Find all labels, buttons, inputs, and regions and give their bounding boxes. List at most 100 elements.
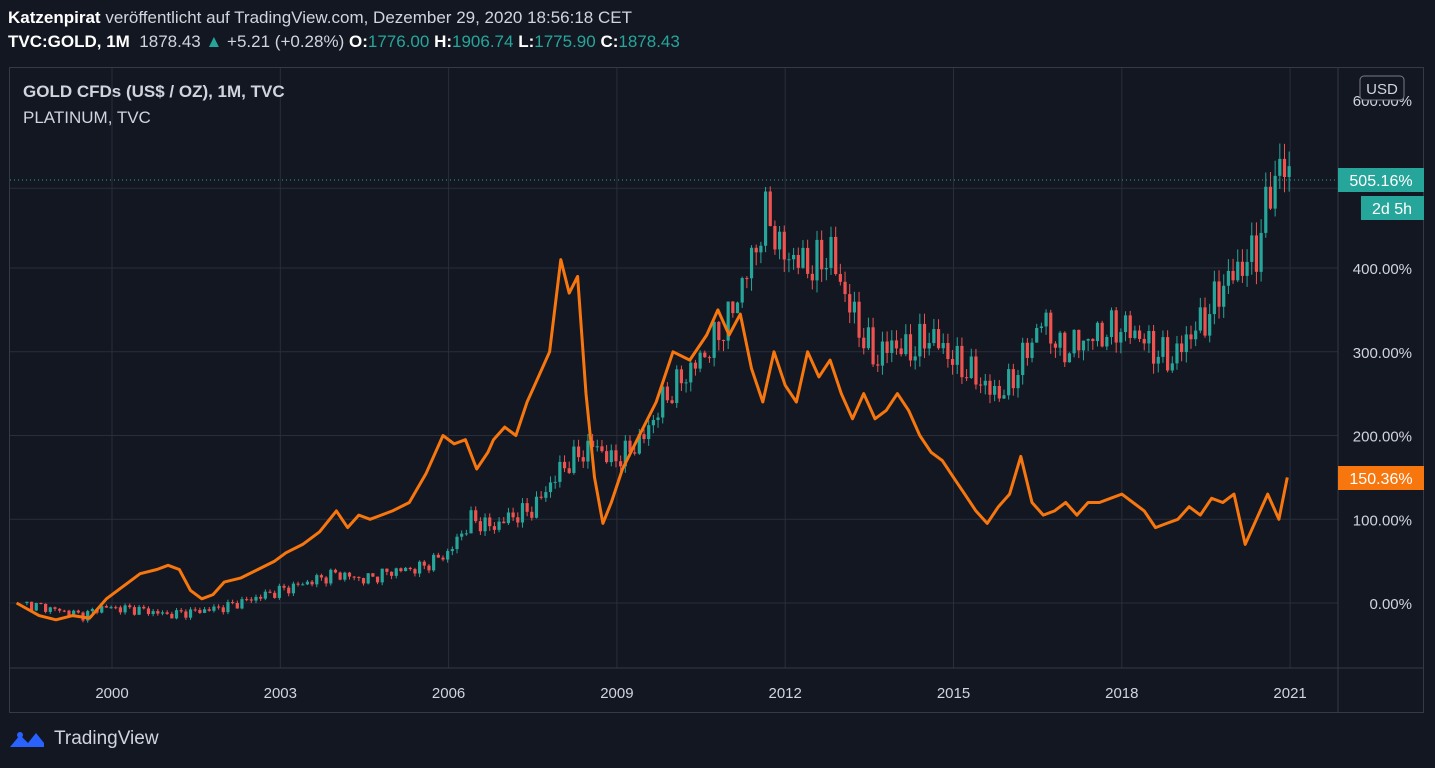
- candle-body: [768, 191, 772, 227]
- gold-candle: [118, 605, 123, 615]
- candle-body: [1091, 339, 1095, 342]
- gold-candle: [231, 599, 235, 605]
- gold-candle: [862, 327, 866, 355]
- candle-body: [1194, 330, 1198, 340]
- footer-brand[interactable]: TradingView: [54, 728, 159, 749]
- gold-candle: [894, 330, 899, 355]
- gold-candle: [1198, 297, 1202, 334]
- gold-candle: [170, 611, 174, 619]
- gold-candle: [572, 439, 576, 475]
- gold-candle: [661, 381, 665, 424]
- candle-body: [1161, 337, 1165, 357]
- candle-body: [193, 609, 197, 611]
- candle-body: [871, 327, 875, 365]
- gold-candle: [539, 491, 543, 500]
- gold-candle: [193, 607, 197, 612]
- gold-candle: [1011, 363, 1015, 396]
- gold-candle: [1016, 369, 1020, 398]
- gold-candle: [282, 583, 286, 591]
- gold-candle: [305, 579, 310, 586]
- candle-body: [1236, 261, 1240, 281]
- gold-candle: [698, 350, 702, 373]
- gold-candle: [277, 583, 281, 600]
- gold-candle: [735, 301, 740, 314]
- gold-candle: [1100, 320, 1104, 348]
- candle-body: [717, 321, 721, 341]
- candle-body: [478, 521, 482, 532]
- candle-body: [1072, 329, 1076, 354]
- gold-candle: [1180, 335, 1184, 362]
- candle-body: [605, 451, 609, 463]
- gold-candle: [235, 600, 239, 609]
- candle-body: [174, 610, 179, 619]
- gold-candle: [455, 533, 459, 554]
- gold-candle: [1137, 325, 1142, 343]
- candle-body: [1049, 312, 1053, 344]
- candle-body: [198, 609, 202, 613]
- gold-candle: [871, 317, 875, 367]
- candle-body: [834, 236, 838, 275]
- gold-candle: [810, 265, 814, 290]
- candle-body: [188, 609, 193, 618]
- candle-body: [1240, 261, 1245, 276]
- candle-body: [586, 440, 590, 462]
- gold-candle: [44, 603, 48, 614]
- tradingview-logo-icon[interactable]: [8, 729, 46, 749]
- y-tick-label: 200.00%: [1353, 429, 1412, 446]
- candle-body: [338, 572, 342, 580]
- gold-candle: [1189, 325, 1193, 349]
- open-label: O:: [348, 32, 368, 51]
- gold-candle: [642, 429, 646, 444]
- gold-candle: [291, 581, 295, 596]
- candle-body: [184, 611, 188, 618]
- candle-body: [511, 512, 515, 518]
- candle-body: [520, 503, 525, 523]
- candle-body: [665, 386, 669, 401]
- gold-candle: [754, 244, 758, 266]
- gold-candle: [1119, 328, 1123, 354]
- gold-candle: [352, 575, 356, 581]
- gold-candle: [960, 337, 964, 384]
- candle-body: [749, 247, 754, 279]
- author-name[interactable]: Katzenpirat: [8, 8, 101, 27]
- gold-candle: [1053, 341, 1058, 358]
- candle-body: [324, 577, 328, 584]
- gold-candle: [600, 439, 604, 453]
- candle-body: [525, 503, 529, 512]
- gold-candle: [53, 606, 57, 612]
- gold-candle: [768, 186, 772, 227]
- candle-body: [544, 492, 548, 498]
- legend-compare[interactable]: PLATINUM, TVC: [23, 108, 151, 127]
- gold-candle: [460, 530, 464, 541]
- platinum-value-badge: 150.36%: [1338, 466, 1424, 490]
- gold-candle: [866, 317, 871, 351]
- gold-candle: [941, 333, 945, 354]
- gold-candle: [904, 324, 908, 357]
- legend-main[interactable]: GOLD CFDs (US$ / OZ), 1M, TVC: [23, 82, 285, 101]
- candle-body: [160, 612, 165, 614]
- gold-candle: [684, 378, 688, 393]
- high-label: H:: [434, 32, 453, 51]
- gold-candle: [749, 245, 754, 291]
- candle-body: [329, 569, 333, 584]
- gold-candle: [357, 576, 361, 582]
- gold-candle: [1156, 350, 1160, 373]
- candle-body: [997, 385, 1001, 399]
- currency-button[interactable]: USD: [1359, 75, 1405, 101]
- candle-body: [418, 561, 422, 574]
- gold-candle: [525, 497, 529, 517]
- gold-candle: [899, 338, 903, 357]
- gold-candle: [824, 257, 828, 281]
- candle-body: [291, 583, 295, 594]
- gold-candle: [890, 330, 894, 363]
- candle-body: [950, 359, 955, 365]
- gold-candle: [647, 420, 651, 446]
- gold-candle: [142, 604, 146, 610]
- gold-candle: [506, 507, 511, 525]
- gold-candle: [268, 589, 272, 594]
- candle-body: [810, 273, 814, 281]
- candle-body: [170, 613, 174, 619]
- gold-candle: [763, 186, 768, 253]
- candle-body: [1123, 315, 1128, 333]
